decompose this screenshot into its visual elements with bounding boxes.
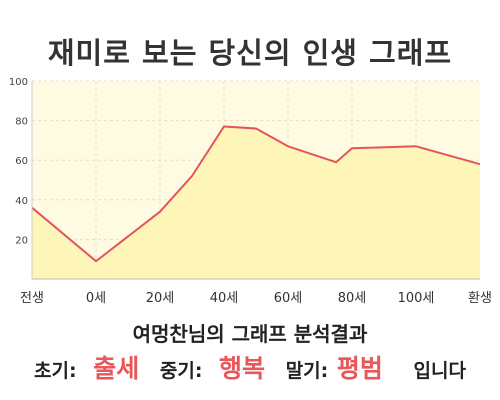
series-line [31,125,481,263]
y-tick-label: 80 [15,117,28,128]
result-summary: 초기: 출세 중기: 행복 말기: 평범 입니다 [0,349,500,385]
x-tick-label: 40세 [210,291,239,306]
x-tick-label: 100세 [398,291,435,306]
early-value: 출세 [93,354,140,383]
middle-value: 행복 [219,354,266,383]
result-heading: 여멍찬님의 그래프 분석결과 [132,322,368,346]
x-tick-label: 0세 [86,291,106,306]
early-label: 초기: [34,360,77,382]
result-ending: 입니다 [413,360,466,382]
series-area [32,126,480,279]
y-tick-label: 40 [15,196,28,207]
x-tick-label: 60세 [274,291,303,306]
y-tick-label: 100 [9,77,28,88]
page-title: 재미로 보는 당신의 인생 그래프 [47,36,453,70]
y-tick-label: 60 [15,156,28,167]
late-value: 평범 [336,354,383,383]
x-tick-label: 20세 [146,291,175,306]
x-tick-label: 환생 [468,291,492,306]
middle-label: 중기: [159,360,203,382]
x-tick-label: 80세 [338,291,367,306]
y-tick-label: 20 [15,235,28,246]
x-tick-label: 전생 [20,291,44,306]
late-label: 말기: [285,360,329,382]
